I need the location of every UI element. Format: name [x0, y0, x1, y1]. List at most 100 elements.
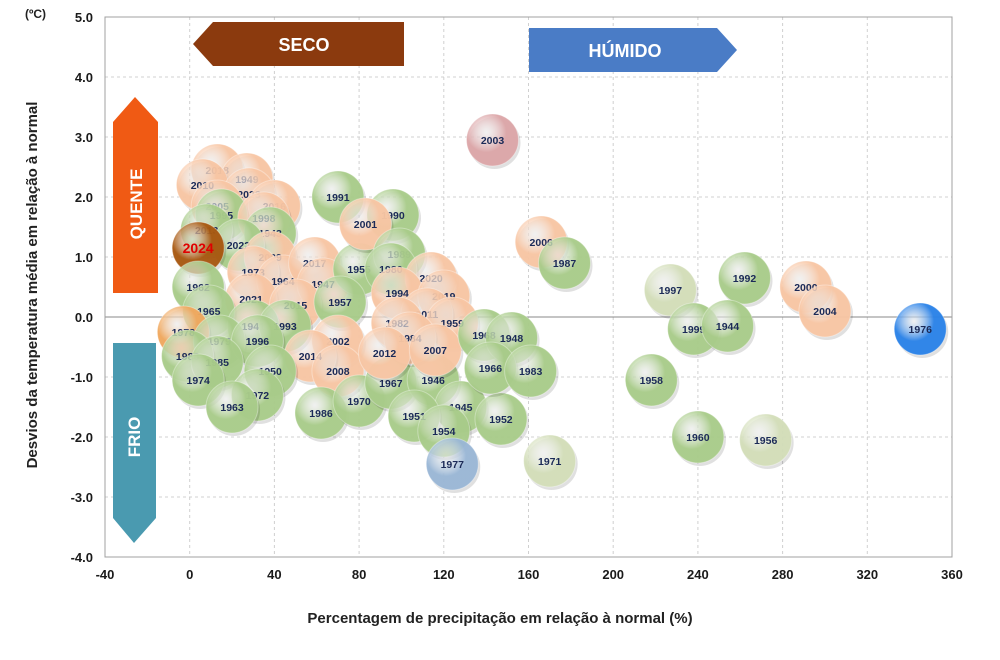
x-tick-label: 320 — [856, 567, 878, 582]
point-bubble — [701, 299, 755, 353]
point-year-label: 1977 — [441, 459, 465, 471]
y-tick-label: -2.0 — [71, 430, 93, 445]
plot-frame — [104, 16, 953, 558]
point-year-label: 1951 — [402, 411, 426, 423]
point-bubble — [408, 323, 462, 377]
point-year-label: 1967 — [379, 378, 403, 390]
y-tick-label: 1.0 — [75, 250, 93, 265]
y-axis-title: Desvios da temperatura média em relação … — [24, 102, 41, 469]
point-year-label: 1946 — [422, 375, 446, 387]
point-year-label: 1999 — [682, 324, 706, 336]
data-point-1960: 1960 — [671, 410, 726, 466]
y-tick-label: -3.0 — [71, 490, 93, 505]
seco-arrow — [193, 22, 404, 66]
point-bubble — [671, 410, 725, 464]
point-bubble — [739, 413, 793, 467]
seco-label: SECO — [278, 35, 329, 55]
data-point-1971: 1971 — [523, 434, 578, 490]
x-tick-label: 40 — [267, 567, 281, 582]
x-tick-label: 80 — [352, 567, 366, 582]
point-year-label: 2024 — [183, 240, 214, 256]
humido-label: HÚMIDO — [589, 40, 662, 61]
point-bubble — [466, 113, 520, 167]
data-point-1977: 1977 — [425, 437, 481, 493]
point-bubble — [537, 236, 591, 290]
x-tick-label: 280 — [772, 567, 794, 582]
point-year-label: 1992 — [733, 273, 757, 285]
data-point-1963: 1963 — [205, 380, 261, 436]
y-unit-label: (ºC) — [25, 7, 46, 21]
point-bubble — [624, 353, 678, 407]
data-point-2004: 2004 — [798, 284, 853, 340]
point-bubble — [205, 380, 259, 434]
point-year-label: 1996 — [246, 336, 270, 348]
point-year-label: 1983 — [519, 366, 543, 378]
point-year-label: 1952 — [489, 414, 513, 426]
humido-arrow — [529, 28, 737, 72]
point-bubble — [717, 251, 771, 305]
data-point-1983: 1983 — [504, 344, 559, 400]
y-tick-label: 0.0 — [75, 310, 93, 325]
x-tick-label: 200 — [602, 567, 624, 582]
y-tick-label: -1.0 — [71, 370, 93, 385]
data-point-1987: 1987 — [537, 236, 593, 292]
x-tick-label: 160 — [518, 567, 540, 582]
point-bubble — [425, 437, 479, 491]
y-tick-label: -4.0 — [71, 550, 93, 565]
point-year-label: 2012 — [373, 348, 397, 360]
data-point-2012: 2012 — [358, 326, 413, 382]
point-year-label: 1948 — [500, 333, 524, 345]
data-point-1992: 1992 — [717, 251, 773, 307]
frio-arrow — [113, 343, 156, 543]
point-year-label: 2007 — [424, 345, 448, 357]
quadrant-arrows: SECO HÚMIDO QUENTE FRIO — [113, 22, 737, 543]
point-bubble — [798, 284, 852, 338]
point-year-label: 1976 — [909, 324, 933, 336]
point-year-label: 1956 — [754, 435, 778, 447]
point-year-label: 1966 — [479, 363, 503, 375]
point-year-label: 2001 — [354, 219, 378, 231]
point-bubble — [474, 392, 528, 446]
point-bubble — [643, 263, 697, 317]
x-tick-label: 120 — [433, 567, 455, 582]
data-point-1944: 1944 — [701, 299, 756, 355]
point-year-label: 1954 — [432, 426, 456, 438]
point-year-label: 2008 — [326, 366, 350, 378]
x-tick-label: 0 — [186, 567, 193, 582]
point-year-label: 1997 — [659, 285, 683, 297]
x-tick-label: -40 — [96, 567, 115, 582]
point-year-label: 1994 — [386, 288, 410, 300]
point-bubble — [523, 434, 577, 488]
point-year-label: 1963 — [220, 402, 244, 414]
y-tick-label: 2.0 — [75, 190, 93, 205]
point-year-label: 1991 — [326, 192, 350, 204]
point-year-label: 2003 — [481, 135, 505, 147]
data-point-1952: 1952 — [474, 392, 529, 448]
point-year-label: 1958 — [640, 375, 664, 387]
x-tick-label: 360 — [941, 567, 963, 582]
axes: -40 0 40 80 120 160 200 240 280 320 360 -4.0 -3.0 -2.… — [71, 10, 963, 582]
data-point-1966: 1966 — [463, 341, 519, 397]
x-axis-title: Percentagem de precipitação em relação à… — [307, 610, 692, 627]
data-point-1958: 1958 — [624, 353, 680, 409]
data-point-2007: 2007 — [408, 323, 464, 379]
quente-label: QUENTE — [127, 169, 146, 240]
y-tick-label: 4.0 — [75, 70, 93, 85]
data-point-1956: 1956 — [739, 413, 794, 469]
point-year-label: 1974 — [186, 375, 210, 387]
data-point-1997: 1997 — [643, 263, 699, 319]
point-year-label: 2004 — [813, 306, 837, 318]
point-year-label: 1957 — [328, 297, 352, 309]
point-year-label: 1987 — [553, 258, 577, 270]
point-bubble — [504, 344, 558, 398]
data-point-1976: 1976 — [893, 302, 949, 358]
point-bubble — [338, 197, 392, 251]
point-year-label: 1971 — [538, 456, 562, 468]
point-year-label: 1944 — [716, 321, 740, 333]
data-points: 2018194920102023201620051995199820131943… — [156, 113, 949, 493]
data-point-2003: 2003 — [466, 113, 521, 169]
x-tick-label: 240 — [687, 567, 709, 582]
y-tick-label: 3.0 — [75, 130, 93, 145]
point-year-label: 1970 — [347, 396, 371, 408]
